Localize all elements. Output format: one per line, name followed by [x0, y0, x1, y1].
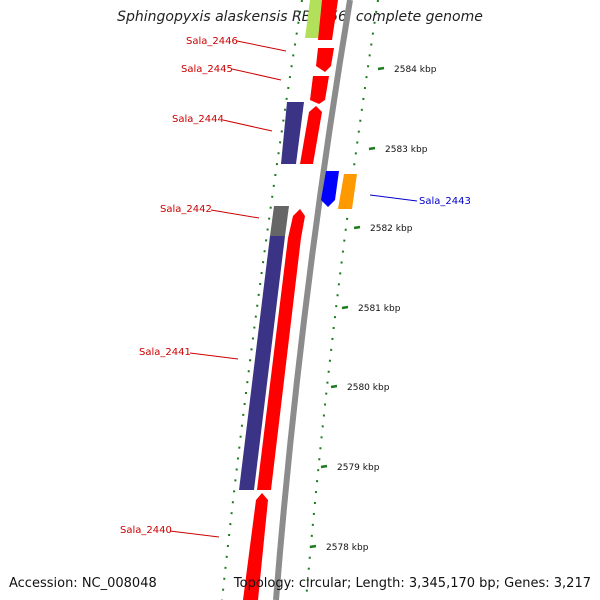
gene-sala-2442	[270, 206, 289, 236]
gene-sala-2444-fwd	[300, 106, 322, 164]
tick-label: 2580 kbp	[347, 383, 390, 393]
label-leader-line	[169, 530, 220, 538]
gene-sala-2443-orange	[338, 174, 357, 209]
gene-sala-2441-fwd	[257, 238, 301, 490]
gene-sala-2444	[281, 102, 304, 164]
topology-text: Topology: circular; Length: 3,345,170 bp…	[233, 576, 591, 591]
tick-mark	[330, 384, 338, 389]
label-group: Sala_2446 Sala_2445 Sala_2444 Sala_2443 Sala…	[120, 36, 471, 538]
tick-mark	[309, 544, 317, 549]
gene-label-sala-2440: Sala_2440	[120, 525, 172, 536]
tick-label: 2584 kbp	[394, 65, 437, 75]
gene-sala-2445	[310, 76, 329, 104]
accession-text: Accession: NC_008048	[9, 576, 157, 591]
tick-label: 2581 kbp	[358, 304, 401, 314]
tick-label: 2582 kbp	[370, 224, 413, 234]
map-title: Sphingopyxis alaskensis RB2256, complete…	[117, 9, 483, 25]
genome-backbone	[273, 0, 353, 600]
gene-label-sala-2444: Sala_2444	[172, 114, 224, 125]
tick-label: 2579 kbp	[337, 463, 380, 473]
label-leader-line	[210, 209, 260, 219]
gene-sala-2446	[316, 48, 334, 72]
tick-mark	[320, 464, 328, 469]
tick-label: 2583 kbp	[385, 145, 428, 155]
gene-sala-2441	[239, 236, 285, 490]
gene-sala-2443-blue	[321, 171, 339, 207]
gene-sala-2442-fwd	[288, 209, 305, 238]
tick-mark	[353, 225, 361, 230]
label-leader-line	[236, 40, 287, 52]
tick-group: 2584 kbp 2583 kbp 2582 kbp 2581 kbp 2580 kbp…	[309, 65, 437, 553]
gene-label-sala-2446: Sala_2446	[186, 36, 238, 47]
gene-label-sala-2443: Sala_2443	[419, 196, 471, 207]
label-leader-line	[189, 352, 239, 360]
tick-mark	[341, 305, 349, 310]
tick-label: 2578 kbp	[326, 543, 369, 553]
tick-mark	[377, 66, 385, 71]
tick-mark	[368, 146, 376, 151]
gene-top-red	[318, 0, 338, 40]
gene-label-sala-2445: Sala_2445	[181, 64, 233, 75]
label-leader-line	[369, 194, 418, 202]
label-leader-line	[231, 68, 282, 81]
gene-label-sala-2441: Sala_2441	[139, 347, 191, 358]
gene-sala-2440	[243, 493, 268, 600]
gene-label-sala-2442: Sala_2442	[160, 204, 212, 215]
label-leader-line	[222, 119, 273, 132]
